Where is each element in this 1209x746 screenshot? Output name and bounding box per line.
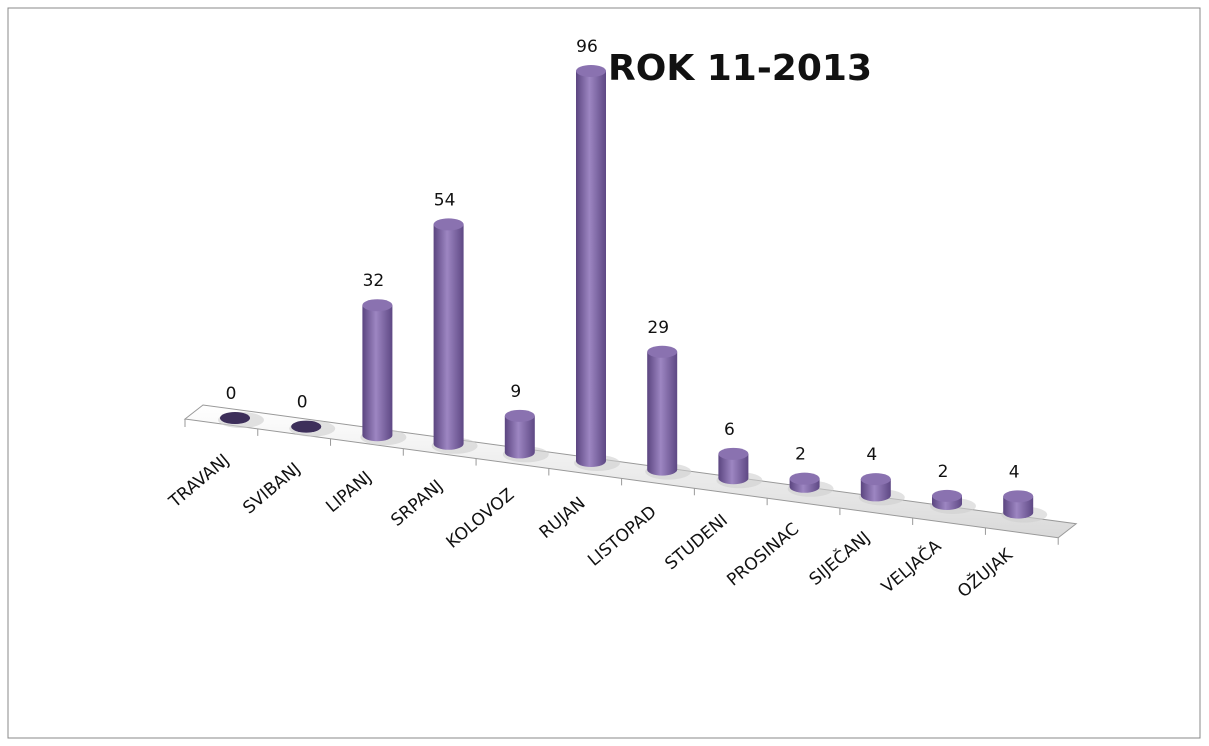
x-tick-label: RUJAN	[536, 493, 590, 543]
x-tick-label: SVIBANJ	[239, 459, 304, 518]
value-label: 4	[1009, 462, 1020, 482]
bar	[218, 412, 264, 428]
bar	[858, 473, 905, 506]
x-tick-label: TRAVANJ	[165, 450, 234, 512]
bar-body	[433, 224, 464, 450]
bar-body	[504, 415, 535, 459]
frame	[7, 7, 1201, 739]
bar	[289, 420, 336, 437]
bar-top	[291, 420, 322, 433]
x-tick-label: LIPANJ	[322, 468, 375, 517]
value-label: 32	[363, 271, 385, 291]
bar-top	[860, 473, 891, 486]
value-label: 6	[724, 420, 735, 440]
x-tick-label: PROSINAC	[723, 519, 803, 590]
value-label: 54	[434, 190, 456, 210]
bar-top	[504, 409, 535, 422]
value-label: 0	[297, 393, 308, 413]
bar-body	[647, 351, 678, 476]
x-tick-label: SIJEČANJ	[804, 526, 874, 590]
chart-title: ROK 11-2013	[608, 48, 872, 89]
bar	[431, 218, 478, 454]
bar	[716, 447, 763, 489]
bar	[645, 345, 692, 480]
bar-top	[220, 412, 250, 424]
bar-body	[362, 305, 393, 442]
bar	[787, 472, 834, 497]
bar-top	[932, 489, 962, 502]
bar-top	[789, 472, 820, 485]
bar-body	[576, 71, 606, 467]
x-tick-label: OŽUJAK	[953, 543, 1018, 602]
x-tick-label: KOLOVOZ	[443, 485, 519, 553]
x-tick-label: SRPANJ	[387, 476, 447, 531]
value-label: 4	[866, 445, 877, 465]
bar-body	[860, 479, 891, 502]
value-label: 29	[647, 318, 669, 338]
value-label: 96	[576, 37, 598, 57]
x-tick-label: STUDENI	[661, 511, 731, 575]
bar-body	[1003, 496, 1034, 519]
bar-top	[1003, 490, 1034, 503]
bar-top	[576, 65, 606, 77]
bar-top	[647, 345, 678, 358]
value-label: 9	[510, 382, 521, 402]
value-label: 2	[938, 462, 949, 482]
bar-top	[433, 218, 464, 231]
bar-body	[718, 453, 749, 485]
bar	[574, 65, 620, 471]
bar	[502, 409, 549, 463]
x-tick-label: VELJAČA	[877, 535, 946, 598]
x-tick-label: LISTOPAD	[584, 502, 660, 571]
bar	[930, 489, 976, 514]
bar	[360, 299, 407, 446]
value-label: 0	[226, 384, 237, 404]
bar	[1001, 490, 1048, 523]
value-label: 2	[795, 445, 806, 465]
bar-top	[362, 299, 393, 312]
bar-top	[718, 447, 749, 460]
